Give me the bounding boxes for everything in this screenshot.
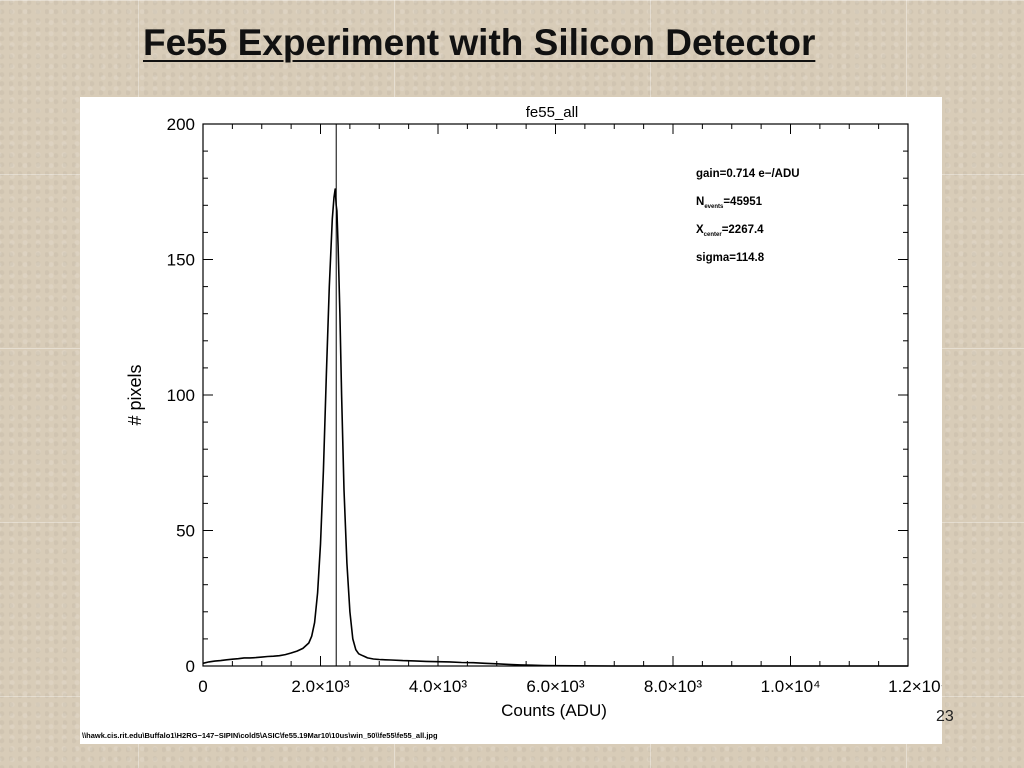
footer-file-path: \\hawk.cis.rit.edu\Buffalo1\H2RG−147−SIP… xyxy=(82,731,438,740)
annotation-box: gain=0.714 e−/ADU Nevents=45951 Xcenter=22… xyxy=(696,168,800,264)
x-tick-label: 2.0×10³ xyxy=(291,677,349,696)
plot-frame xyxy=(202,123,909,667)
x-tick-label: 8.0×10³ xyxy=(644,677,702,696)
annotation-X: Xcenter=2267.4 xyxy=(696,224,764,238)
y-tick-label: 50 xyxy=(176,522,195,541)
series-layer xyxy=(202,124,908,667)
x-tick-label: 0 xyxy=(198,677,207,696)
histogram-chart: fe55_all 0 50 100 150 200 0 2.0×10³ 4.0×10³ 6.0… xyxy=(82,104,942,740)
histogram-line xyxy=(202,188,908,667)
annotation-sigma: sigma=114.8 xyxy=(696,252,765,264)
x-tick-label: 6.0×10³ xyxy=(526,677,584,696)
y-axis-label: # pixels xyxy=(125,364,145,425)
page-number: 23 xyxy=(936,708,954,725)
x-axis-ticks: 0 2.0×10³ 4.0×10³ 6.0×10³ 8.0×10³ 1.0×10⁴ 1.2×… xyxy=(198,124,942,696)
annotation-gain: gain=0.714 e−/ADU xyxy=(696,168,800,180)
chart-title: fe55_all xyxy=(526,104,579,121)
x-tick-label: 4.0×10³ xyxy=(409,677,467,696)
x-tick-label: 1.0×10⁴ xyxy=(761,677,821,696)
annotation-N: Nevents=45951 xyxy=(696,196,763,210)
x-axis-label: Counts (ADU) xyxy=(501,701,607,720)
y-tick-label: 100 xyxy=(167,386,195,405)
x-tick-label: 1.2×10⁴ xyxy=(888,677,942,696)
y-tick-label: 0 xyxy=(186,657,195,676)
y-tick-label: 200 xyxy=(167,115,195,134)
y-axis-ticks: 0 50 100 150 200 xyxy=(167,115,908,676)
plot-panel: fe55_all 0 50 100 150 200 0 2.0×10³ 4.0×10³ 6.0… xyxy=(80,97,942,744)
y-tick-label: 150 xyxy=(167,251,195,270)
slide-title: Fe55 Experiment with Silicon Detector xyxy=(143,22,816,63)
